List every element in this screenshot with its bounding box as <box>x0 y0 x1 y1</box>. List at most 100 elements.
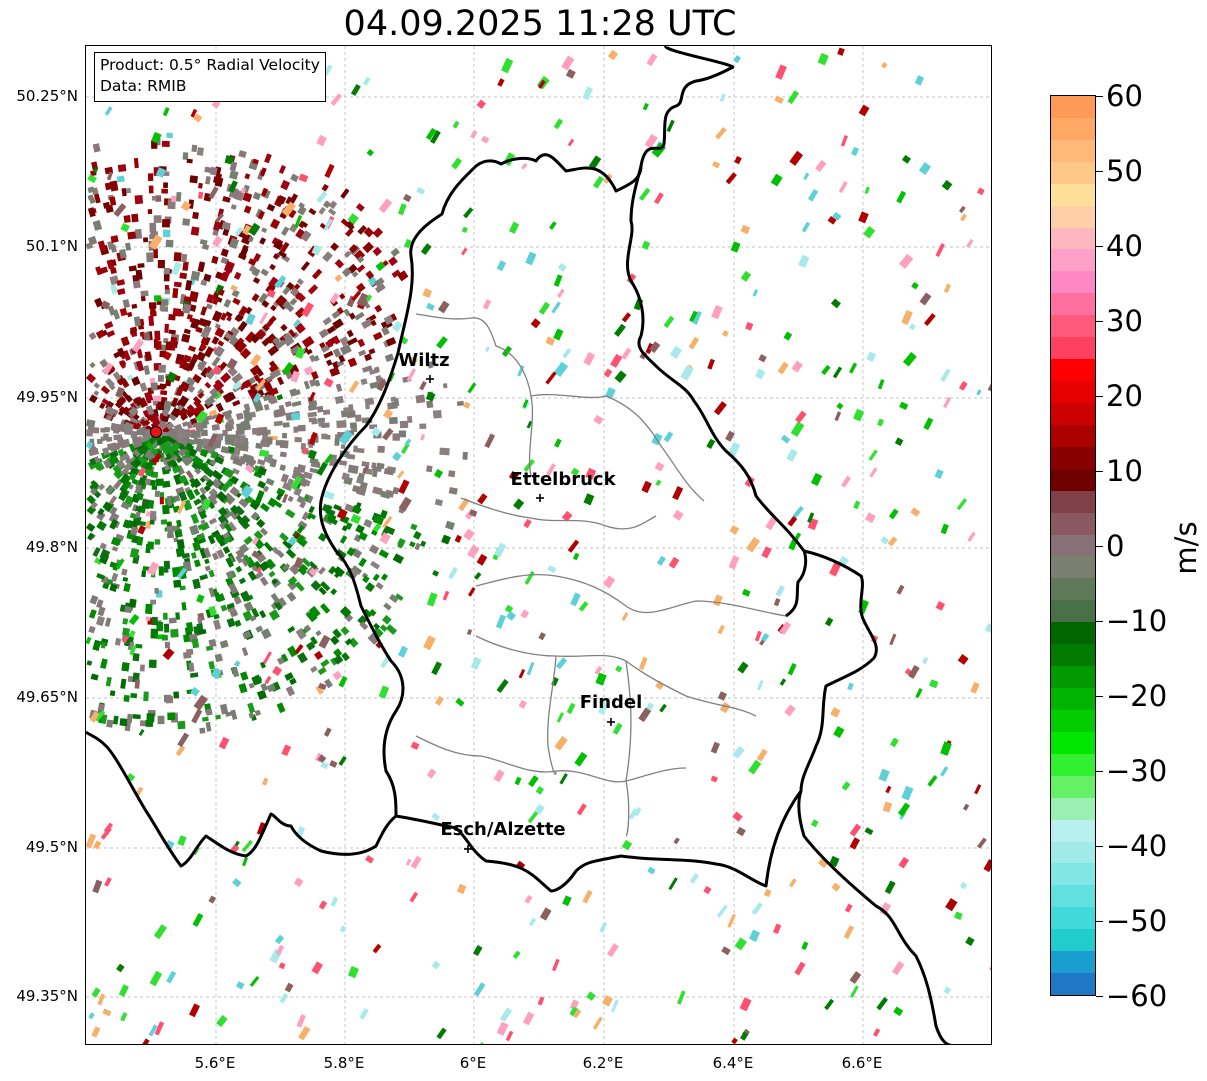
colorbar-segment <box>1051 775 1095 799</box>
lon-tick-label: 5.6°E <box>194 1054 236 1072</box>
colorbar-segment <box>1051 315 1095 338</box>
city-label-wiltz: Wiltz <box>398 350 450 371</box>
colorbar-tick <box>1096 771 1103 772</box>
colorbar-segment <box>1051 424 1095 448</box>
colorbar-segment <box>1051 227 1095 251</box>
colorbar-tick-label: 0 <box>1106 529 1125 563</box>
radar-map[interactable] <box>85 45 992 1045</box>
city-marker-wiltz <box>426 375 434 383</box>
colorbar-segment <box>1051 512 1095 536</box>
colorbar-tick-label: −20 <box>1106 679 1168 713</box>
colorbar-segment <box>1051 293 1095 316</box>
lat-tick-label: 49.65°N <box>16 688 78 706</box>
colorbar-segment <box>1051 359 1095 382</box>
city-marker-ettelbruck <box>536 494 544 502</box>
colorbar-segment <box>1051 973 1095 995</box>
colorbar-segment <box>1051 271 1095 294</box>
colorbar-tick-label: 60 <box>1106 79 1143 113</box>
lat-tick-label: 49.95°N <box>16 388 78 406</box>
colorbar-tick-label: −10 <box>1106 604 1168 638</box>
lat-tick-label: 50.1°N <box>25 237 78 255</box>
city-label-ettelbruck: Ettelbruck <box>510 469 616 490</box>
colorbar-segment <box>1051 753 1095 777</box>
colorbar-tick <box>1096 846 1103 847</box>
colorbar-segment <box>1051 841 1095 865</box>
data-source-label: Data: RMIB <box>100 77 187 95</box>
lat-tick-label: 49.5°N <box>25 838 78 856</box>
colorbar-segment <box>1051 863 1095 886</box>
colorbar-segment <box>1051 885 1095 908</box>
colorbar-segment <box>1051 117 1095 141</box>
colorbar-tick <box>1096 546 1103 547</box>
product-label: Product: 0.5° Radial Velocity <box>100 56 320 74</box>
colorbar-tick-label: −60 <box>1106 979 1168 1013</box>
colorbar-segment <box>1051 556 1095 579</box>
colorbar-unit-label: m/s <box>1169 521 1203 575</box>
colorbar-tick <box>1096 471 1103 472</box>
lon-tick-label: 6.6°E <box>841 1054 883 1072</box>
colorbar-segment <box>1051 205 1095 229</box>
radar-echoes <box>86 47 991 1044</box>
colorbar-segment <box>1051 249 1095 272</box>
product-info-box: Product: 0.5° Radial Velocity Data: RMIB <box>94 52 326 102</box>
colorbar-tick <box>1096 321 1103 322</box>
radar-site-marker <box>150 426 162 438</box>
colorbar-segment <box>1051 161 1095 185</box>
colorbar-segment <box>1051 381 1095 404</box>
colorbar-segment <box>1051 183 1095 207</box>
colorbar-segment <box>1051 797 1095 821</box>
colorbar-tick <box>1096 171 1103 172</box>
colorbar-tick-label: −30 <box>1106 754 1168 788</box>
colorbar-segment <box>1051 622 1095 645</box>
colorbar-segment <box>1051 709 1095 733</box>
colorbar-tick <box>1096 96 1103 97</box>
colorbar-segment <box>1051 600 1095 623</box>
colorbar-tick-label: 20 <box>1106 379 1143 413</box>
colorbar-segment <box>1051 644 1095 667</box>
city-marker-esch-alzette <box>464 845 472 853</box>
colorbar-tick-label: −50 <box>1106 904 1168 938</box>
colorbar-segment <box>1051 929 1095 952</box>
colorbar-segment <box>1051 688 1095 711</box>
colorbar-segment <box>1051 96 1095 119</box>
lon-tick-label: 6.4°E <box>712 1054 754 1072</box>
lon-tick-label: 6.2°E <box>582 1054 624 1072</box>
colorbar-tick-label: 30 <box>1106 304 1143 338</box>
colorbar-tick <box>1096 396 1103 397</box>
colorbar-tick-label: −40 <box>1106 829 1168 863</box>
lat-tick-label: 49.35°N <box>16 987 78 1005</box>
city-label-findel: Findel <box>579 692 643 713</box>
colorbar-segment <box>1051 666 1095 689</box>
lat-tick-label: 49.8°N <box>25 538 78 556</box>
colorbar-tick <box>1096 696 1103 697</box>
colorbar-segment <box>1051 907 1095 930</box>
lat-tick-label: 50.25°N <box>16 87 78 105</box>
country-borders <box>86 46 952 1044</box>
map-canvas <box>86 46 991 1044</box>
colorbar-segment <box>1051 490 1095 514</box>
map-title: 04.09.2025 11:28 UTC <box>343 4 737 44</box>
colorbar-tick <box>1096 246 1103 247</box>
city-label-esch-alzette: Esch/Alzette <box>440 819 566 840</box>
colorbar-segment <box>1051 337 1095 360</box>
colorbar-segment <box>1051 534 1095 558</box>
lon-tick-label: 5.8°E <box>323 1054 365 1072</box>
city-marker-findel <box>607 718 615 726</box>
colorbar-segment <box>1051 446 1095 470</box>
colorbar-tick-label: 40 <box>1106 229 1143 263</box>
colorbar-segment <box>1051 578 1095 601</box>
colorbar-segment <box>1051 731 1095 755</box>
colorbar-tick <box>1096 996 1103 997</box>
velocity-colorbar <box>1050 95 1096 996</box>
colorbar-segment <box>1051 951 1095 974</box>
colorbar-tick-label: 10 <box>1106 454 1143 488</box>
canton-borders <box>415 313 787 837</box>
colorbar-segment <box>1051 139 1095 163</box>
colorbar-segment <box>1051 402 1095 426</box>
colorbar-tick-label: 50 <box>1106 154 1143 188</box>
colorbar-segment <box>1051 468 1095 492</box>
colorbar-segment <box>1051 819 1095 843</box>
colorbar-tick <box>1096 621 1103 622</box>
lon-tick-label: 6°E <box>459 1054 487 1072</box>
colorbar-tick <box>1096 921 1103 922</box>
